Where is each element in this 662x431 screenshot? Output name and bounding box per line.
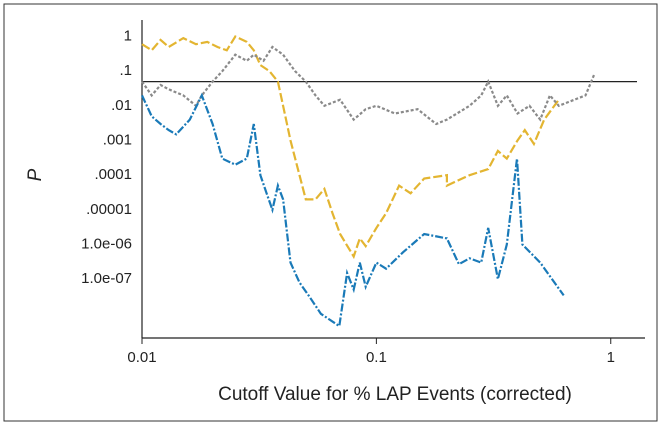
y-tick-label: 1.0e-06: [81, 235, 132, 252]
x-axis-label: Cutoff Value for % LAP Events (corrected…: [218, 384, 572, 405]
y-tick-label: .001: [103, 131, 132, 148]
x-tick-label: 0.01: [127, 349, 156, 366]
y-tick-label: 1.0e-07: [81, 270, 132, 287]
series-line: [141, 45, 596, 126]
y-tick-label: 1: [124, 28, 132, 45]
frame: [3, 3, 658, 422]
y-tick-label: .00001: [86, 201, 132, 218]
y-tick-label: .1: [119, 62, 132, 79]
x-tick-label: 0.1: [366, 349, 387, 366]
y-tick-label: .0001: [94, 166, 132, 183]
x-tick-label: 1: [607, 349, 615, 366]
series-line: [141, 35, 560, 260]
y-tick-label: .01: [111, 97, 132, 114]
series-line: [141, 92, 565, 328]
y-axis-label: P: [25, 168, 46, 181]
